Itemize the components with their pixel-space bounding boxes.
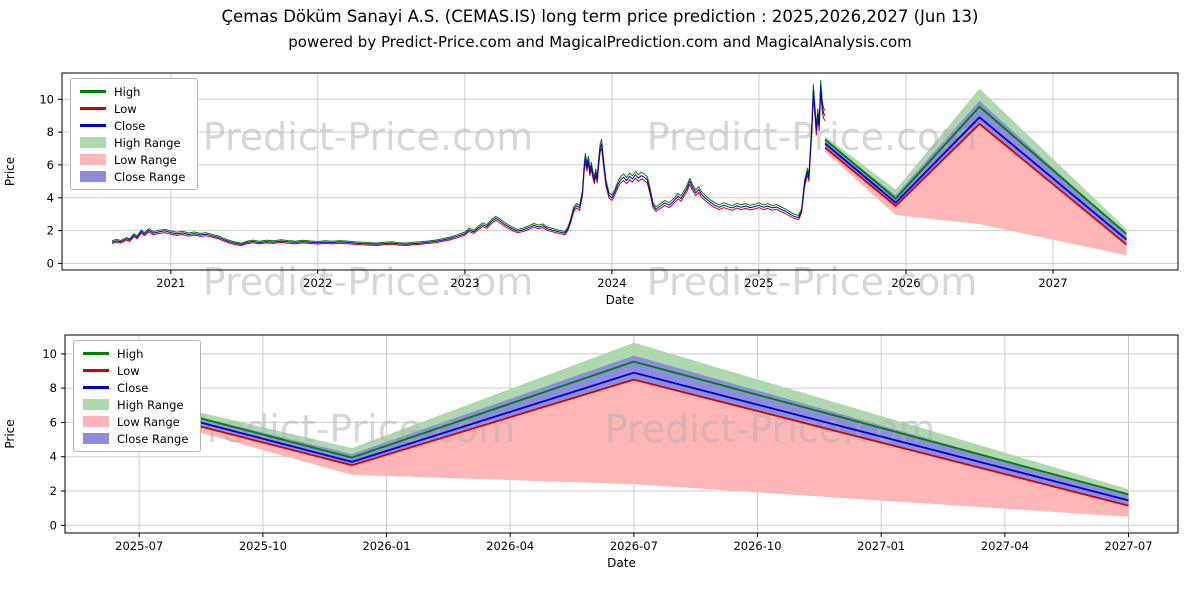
x-tick-label: 2026-10: [733, 539, 781, 553]
legend-line-swatch: [83, 352, 109, 355]
watermark-text: Predict-Price.com: [203, 115, 534, 159]
legend-label: Close Range: [117, 431, 189, 446]
legend-patch-swatch: [80, 171, 106, 182]
legend-label: High: [114, 84, 141, 99]
prediction-close-line: [824, 116, 1128, 241]
y-tick-label: 4: [50, 450, 57, 464]
chart-legend: High Low Close High Range Low Range Close Ran…: [73, 340, 202, 452]
y-tick-label: 8: [50, 381, 57, 395]
y-tick-label: 6: [50, 415, 57, 429]
legend-item-high: High: [80, 84, 185, 99]
legend-item-close: Close: [83, 380, 188, 395]
legend-label: Low: [117, 363, 140, 378]
y-axis-label: Price: [3, 419, 17, 448]
x-axis-label: Date: [606, 293, 635, 307]
x-tick-label: 2027: [1038, 276, 1067, 290]
x-tick-label: 2026-01: [362, 539, 410, 553]
legend-label: High Range: [114, 135, 181, 150]
prediction-close-line: [114, 371, 1129, 502]
legend-label: Close: [114, 118, 146, 133]
legend-label: High: [117, 346, 144, 361]
y-tick-label: 2: [50, 484, 57, 498]
history-low-line: [111, 91, 826, 247]
prediction-low-line: [114, 378, 1129, 507]
prediction-low-line: [824, 123, 1128, 246]
x-tick-label: 2026-07: [610, 539, 658, 553]
y-axis-label: Price: [3, 157, 17, 186]
legend-patch-swatch: [83, 416, 109, 427]
page-title: Çemas Döküm Sanayi A.S. (CEMAS.IS) long …: [221, 7, 979, 26]
y-tick-label: 8: [47, 125, 54, 139]
watermark-text: Predict-Price.com: [647, 260, 978, 304]
legend-label: Low Range: [117, 414, 180, 429]
legend-item-low: Low: [83, 363, 188, 378]
legend-line-swatch: [83, 386, 109, 389]
legend-label: Close: [117, 380, 149, 395]
prediction-high-line: [114, 360, 1129, 496]
axes-border: [64, 334, 1179, 534]
legend-patch-swatch: [80, 137, 106, 148]
y-tick-label: 10: [39, 92, 54, 106]
legend-patch-swatch: [83, 433, 109, 444]
legend-item-low-range: Low Range: [80, 152, 185, 167]
x-tick-label: 2027-01: [857, 539, 905, 553]
x-tick-label: 2022: [303, 276, 332, 290]
y-tick-label: 4: [47, 191, 54, 205]
page-subtitle: powered by Predict-Price.com and Magical…: [288, 33, 912, 51]
x-tick-label: 2026: [891, 276, 920, 290]
x-tick-label: 2024: [597, 276, 626, 290]
price-history-plot: Predict-Price.com Predict-Price.com Predic…: [3, 72, 1179, 307]
chart-legend: High Low Close High Range Low Range Close Ran…: [70, 78, 199, 190]
x-tick-label: 2025: [744, 276, 773, 290]
x-tick-label: 2025-07: [115, 539, 163, 553]
legend-line-swatch: [80, 107, 106, 110]
legend-item-low: Low: [80, 101, 185, 116]
x-tick-label: 2027-04: [981, 539, 1029, 553]
x-tick-label: 2021: [156, 276, 185, 290]
watermark-text: Predict-Price.com: [203, 260, 534, 304]
axes-border: [61, 72, 1179, 271]
y-tick-label: 6: [47, 158, 54, 172]
y-tick-label: 0: [50, 518, 57, 532]
legend-item-high-range: High Range: [83, 397, 188, 412]
y-tick-label: 0: [47, 256, 54, 270]
prediction-plot: Predict-Price.com Predict-Price.com2025-0…: [3, 334, 1179, 570]
price-history-chart: Predict-Price.com Predict-Price.com Predic…: [0, 58, 1200, 323]
x-tick-label: 2027-07: [1104, 539, 1152, 553]
legend-item-close-range: Close Range: [83, 431, 189, 446]
legend-item-close-range: Close Range: [80, 169, 186, 184]
x-tick-label: 2025-10: [239, 539, 287, 553]
x-tick-label: 2026-04: [486, 539, 534, 553]
y-tick-label: 10: [42, 347, 57, 361]
prediction-high-line: [824, 105, 1128, 235]
prediction-chart: Predict-Price.com Predict-Price.com 2025-0…: [0, 325, 1200, 600]
legend-item-high: High: [83, 346, 188, 361]
legend-patch-swatch: [80, 154, 106, 165]
legend-label: Low Range: [114, 152, 177, 167]
x-tick-label: 2023: [450, 276, 479, 290]
x-axis-label: Date: [607, 556, 636, 570]
legend-patch-swatch: [83, 399, 109, 410]
legend-label: High Range: [117, 397, 184, 412]
legend-item-high-range: High Range: [80, 135, 185, 150]
legend-line-swatch: [83, 369, 109, 372]
low-range-band: [114, 379, 1129, 517]
legend-item-close: Close: [80, 118, 185, 133]
y-tick-label: 2: [47, 224, 54, 238]
legend-label: Close Range: [114, 169, 186, 184]
history-close-line: [111, 85, 826, 245]
low-range-band: [825, 123, 1127, 256]
legend-line-swatch: [80, 124, 106, 127]
legend-line-swatch: [80, 90, 106, 93]
legend-item-low-range: Low Range: [83, 414, 188, 429]
legend-label: Low: [114, 101, 137, 116]
watermark-text: Predict-Price.com: [185, 407, 516, 451]
